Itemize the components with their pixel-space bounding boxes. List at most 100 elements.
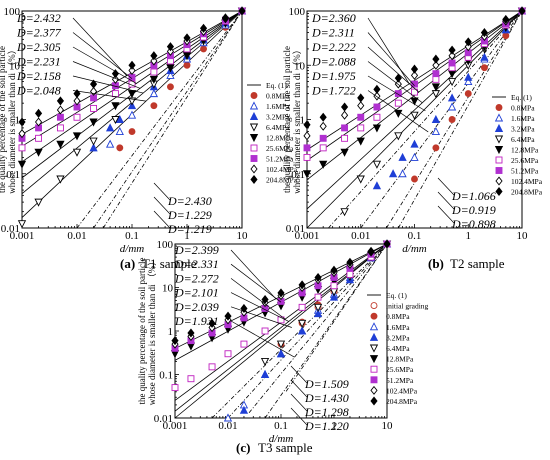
chart0-data-point [56,96,65,106]
chart0-data-point [105,123,115,132]
chart0-legend-marker [250,144,258,152]
chart1-annotation-leader [437,205,455,224]
chart1-legend-item: Eq. (1) [492,93,532,102]
chart0-data-point [56,113,64,121]
chart1-data-points [302,6,527,217]
chart1-data-point [448,59,456,67]
chart2-y-tick-label: 0.1 [159,370,173,382]
chart1-fractal-dimension-label: D=2.088 [311,55,356,69]
chart1-y-axis-label-line1: the quality percentage of the soil parti… [282,46,292,193]
chart2-annotation-leader [230,306,292,328]
chart1-x-tick-label: 0.01 [351,230,370,242]
chart1-annotation-leader [367,90,429,133]
chart0-caption-text: T1 sample [142,256,197,271]
chart2-legend-marker [370,302,378,310]
chart2-legend-marker [369,322,379,331]
chart2-data-point [276,340,286,349]
chart2-legend-item: 102.4MPa [370,385,418,395]
chart1-data-point [432,75,440,83]
chart0-legend-label: 51.2MPa [266,155,294,164]
chart1-data-point [432,54,440,64]
chart0-data-point [183,61,191,69]
chart1-legend-item: 3.2MPa [494,123,535,134]
chart0-fractal-dimension-label: D=2.158 [16,69,61,83]
chart1-data-point [502,14,510,24]
chart1-data-point [303,153,311,161]
chart0-x-tick-label: 1 [184,230,190,242]
chart0-data-point [115,126,124,135]
chart1-data-point [303,120,311,130]
chart0-legend-item: 0.8MPa [250,92,290,101]
chart0-data-point [166,64,175,73]
chart2-data-point [276,349,286,358]
chart2-fractal-dimension-label: D=1.220 [304,419,349,433]
chart0-fit-line [93,10,243,229]
chart0-legend-marker [249,123,259,132]
chart0-data-point [56,105,65,115]
chart0-y-tick-label: 0.01 [1,223,20,235]
chart2-data-point [330,282,338,290]
chart0-legend-label: 6.4MPa [266,123,290,132]
chart2-annotation-leader [290,379,308,398]
chart1-data-point [357,93,365,103]
chart2-data-point [277,288,285,298]
chart2-annotation-leader [230,292,289,322]
chart1-data-point [303,144,311,152]
chart1-data-point [357,101,365,111]
chart0-data-point [149,89,159,98]
chart1-annotation-leader [367,61,423,104]
chart1-fractal-dimension-label: D=1.975 [311,69,356,83]
chart1-x-tick-label: 1 [466,230,472,242]
chart1-legend-item: 12.8MPa [494,146,539,155]
chart0-annotation-leader [72,75,144,94]
chart0-legend-item: 6.4MPa [249,123,290,132]
chart1-data-point [464,90,472,98]
chart2-y-axis-label-line1: the quality percentage of the soil parti… [137,258,147,405]
chart1-data-point [410,111,419,120]
chart1-y-axis-label-line2: whose diameter is smaller than di （%） [292,45,302,193]
chart2-data-point [171,336,179,346]
chart0-data-points [17,6,247,229]
chart1-x-axis-label: d/mm [402,243,427,255]
chart0-caption: (a) T1 sample [120,256,197,271]
chart1-data-point [410,97,419,106]
chart1-data-point [341,134,349,142]
chart0-data-point [150,51,158,61]
chart0-fractal-dimension-label: D=2.377 [16,26,62,40]
chart1-data-point [410,139,419,148]
chart2-data-points [170,239,392,422]
chart0-data-point [111,69,120,79]
chart0-data-point [183,33,191,43]
chart1-data-point [357,113,365,121]
chart1-data-point [464,76,473,86]
chart0-legend-label: 3.2MPa [266,113,290,122]
chart2-legend-label: 51.2MPa [386,376,414,385]
chart1-legend-marker [495,167,503,174]
chart2-fractal-dimension-label: D=1.931 [174,314,219,328]
chart0-fractal-dimension-label: D=2.231 [16,55,61,69]
chart1-data-point [319,144,327,152]
chart2-fractal-dimension-label: D=2.101 [174,286,219,300]
chart2-legend-label: Eq. (1) [386,291,407,300]
chart2-data-point [240,340,248,348]
chart0-legend-item: 1.6MPa [249,101,290,111]
chart0-data-point [128,128,136,135]
chart2-legend-label: 3.2MPa [386,333,410,342]
chart0-x-tick-label: 10 [237,230,249,242]
chart2-fractal-dimension-label: D=1.298 [304,405,349,419]
chart2-legend-label: 204.8MPa [386,397,418,406]
chart1-legend-label: 1.6MPa [511,114,535,123]
chart1-data-point [356,175,365,184]
chart1-data-point [373,103,381,111]
chart2-annotation-leader [290,393,308,412]
chart0-data-point [149,75,159,84]
chart0-data-point [166,70,175,79]
chart1-data-point [302,170,312,179]
chart0-legend-label: 102.4MPa [266,165,298,174]
chart2-legend-marker [370,312,378,320]
chart1-data-point [372,124,382,133]
chart0-fractal-dimension-label: D=2.048 [16,84,61,98]
chart2-x-tick-label: 10 [382,420,394,432]
